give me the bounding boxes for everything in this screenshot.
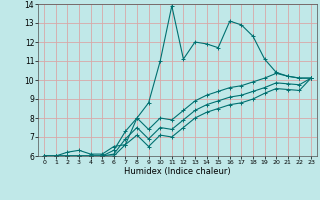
X-axis label: Humidex (Indice chaleur): Humidex (Indice chaleur) [124,167,231,176]
